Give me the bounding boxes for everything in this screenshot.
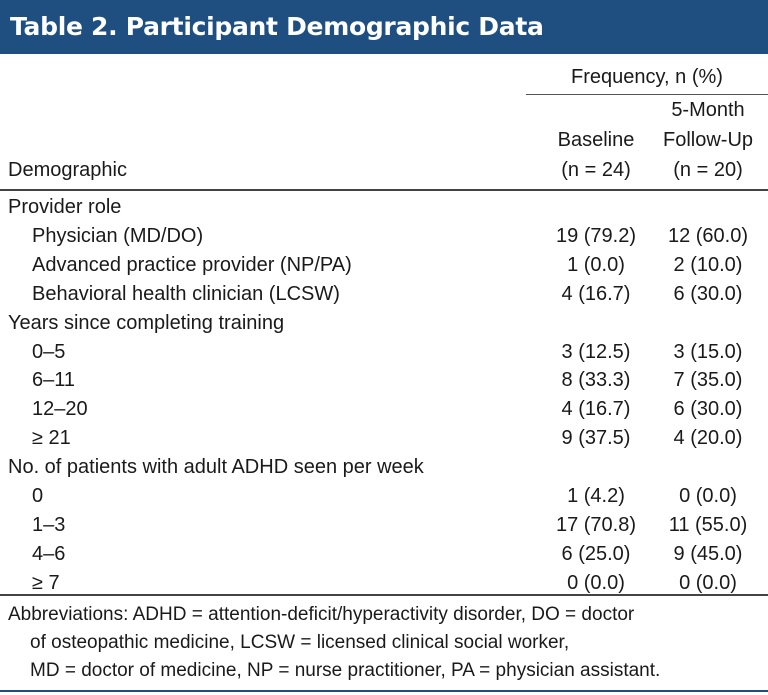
followup-value: 12 (60.0)	[667, 224, 749, 247]
demographic-header: Demographic	[8, 159, 127, 181]
followup-value: 0 (0.0)	[679, 485, 737, 507]
followup-value: 7 (35.0)	[673, 369, 743, 392]
row-label: 4–6	[32, 542, 66, 565]
row-label: ≥ 21	[32, 427, 71, 450]
group-header-rule	[526, 94, 768, 95]
baseline-value: 0 (0.0)	[567, 571, 625, 594]
baseline-value: 19 (79.2)	[555, 224, 637, 247]
baseline-value: 9 (37.5)	[561, 427, 631, 450]
row-label: Physician (MD/DO)	[32, 224, 204, 247]
followup-header-line3: (n = 20)	[673, 159, 743, 181]
section-label: No. of patients with adult ADHD seen per…	[8, 456, 424, 479]
section-label: Years since completing training	[8, 311, 285, 334]
row-label: 0–5	[32, 340, 66, 363]
baseline-value: 4 (16.7)	[561, 398, 631, 421]
baseline-value: 8 (33.3)	[561, 369, 631, 392]
baseline-value: 3 (12.5)	[561, 340, 631, 363]
frequency-group-header: Frequency, n (%)	[571, 66, 723, 88]
followup-value: 11 (55.0)	[668, 513, 748, 536]
followup-header-line1: 5-Month	[671, 99, 745, 121]
baseline-header-line1: Baseline	[557, 129, 635, 151]
footnote-line: Abbreviations: ADHD = attention-deficit/…	[8, 604, 635, 625]
footnote-line: of osteopathic medicine, LCSW = licensed…	[30, 632, 570, 653]
baseline-value: 1 (4.2)	[567, 485, 625, 507]
row-label: ≥ 7	[32, 571, 60, 594]
row-label: 12–20	[32, 398, 88, 421]
row-label: Behavioral health clinician (LCSW)	[32, 282, 340, 305]
baseline-value: 6 (25.0)	[561, 542, 631, 565]
followup-value: 4 (20.0)	[673, 427, 743, 450]
followup-value: 0 (0.0)	[679, 571, 737, 594]
row-label: Advanced practice provider (NP/PA)	[32, 253, 352, 276]
footnote-line: MD = doctor of medicine, NP = nurse prac…	[30, 660, 661, 681]
baseline-value: 17 (70.8)	[555, 513, 637, 536]
table-bottom-rule	[0, 594, 768, 596]
table-title: Table 2. Participant Demographic Data	[0, 0, 768, 54]
row-label: 0	[32, 485, 44, 507]
row-label: 1–3	[32, 513, 66, 536]
baseline-value: 1 (0.0)	[567, 253, 625, 276]
followup-value: 3 (15.0)	[673, 340, 743, 363]
row-label: 6–11	[32, 369, 76, 392]
section-label: Provider role	[8, 196, 122, 218]
header-rule	[0, 189, 768, 191]
followup-value: 6 (30.0)	[673, 398, 743, 421]
followup-value: 6 (30.0)	[673, 282, 743, 305]
footnote-bottom-rule	[0, 690, 768, 692]
table-footnote: Abbreviations: ADHD = attention-deficit/…	[8, 601, 764, 685]
followup-header-line2: Follow-Up	[662, 129, 754, 151]
followup-value: 9 (45.0)	[673, 542, 743, 565]
followup-value: 2 (10.0)	[673, 253, 743, 276]
baseline-value: 4 (16.7)	[561, 282, 631, 305]
baseline-header-line2: (n = 24)	[561, 159, 631, 181]
